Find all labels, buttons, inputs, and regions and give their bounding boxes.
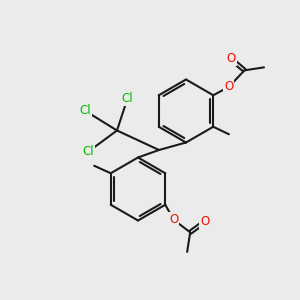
Text: Cl: Cl xyxy=(122,92,133,105)
Text: Cl: Cl xyxy=(80,104,91,118)
Text: O: O xyxy=(169,213,178,226)
Text: Cl: Cl xyxy=(83,145,94,158)
Text: O: O xyxy=(200,215,209,228)
Text: O: O xyxy=(226,52,236,65)
Text: O: O xyxy=(224,80,233,93)
